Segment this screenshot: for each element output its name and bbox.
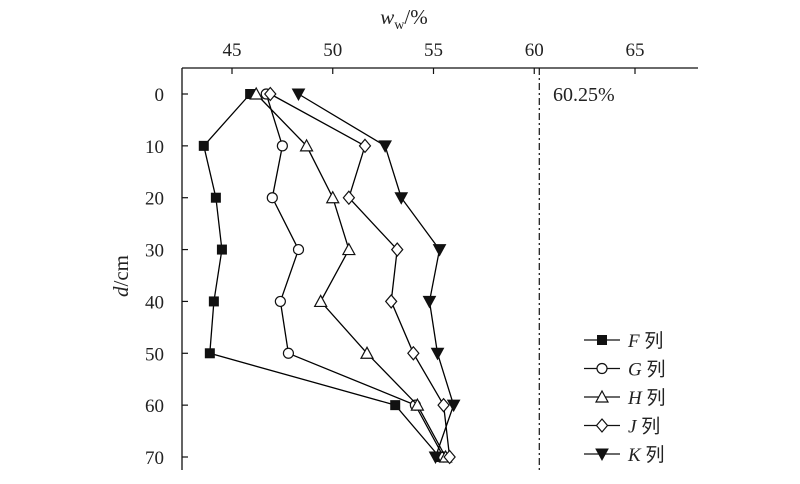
y-tick-label-10: 10 xyxy=(145,137,164,158)
reference-line-group: 60.25% xyxy=(538,68,615,470)
legend-label-G: G 列 xyxy=(628,359,666,381)
legend-label-J: J 列 xyxy=(628,416,660,438)
point-J-30 xyxy=(390,242,404,258)
series-F xyxy=(198,89,445,462)
legend: F 列 G 列 H 列 J 列 K 列 xyxy=(584,330,666,466)
point-J-10 xyxy=(358,138,372,154)
point-K-10 xyxy=(378,140,392,153)
y-tick-label-70: 70 xyxy=(145,448,164,469)
legend-marker-F xyxy=(597,335,607,345)
legend-label-F: F 列 xyxy=(627,330,663,352)
legend-label-K: K 列 xyxy=(627,444,664,466)
point-K-50 xyxy=(430,347,445,361)
point-G-10 xyxy=(276,140,288,152)
y-tick-label-20: 20 xyxy=(145,189,164,210)
point-J-0 xyxy=(263,86,277,102)
series-line-J xyxy=(269,93,451,458)
y-tick-label-50: 50 xyxy=(145,344,164,365)
legend-marker-G xyxy=(596,362,608,375)
series-H xyxy=(249,86,453,463)
y-axis-title: d/cm xyxy=(109,255,133,297)
point-K-30 xyxy=(432,244,447,257)
legend-item-J: J 列 xyxy=(584,416,660,438)
legend-item-G: G 列 xyxy=(584,359,666,381)
ticks: 45 50 55 60 65 0 10 20 30 40 50 60 70 xyxy=(145,40,645,469)
legend-item-H: H 列 xyxy=(584,387,666,409)
axis-titles: ww/% d/cm xyxy=(109,5,428,297)
point-K-20 xyxy=(394,192,409,205)
point-J-50 xyxy=(407,345,420,361)
point-H-20 xyxy=(325,190,340,204)
legend-marker-J xyxy=(595,418,609,433)
point-K-40 xyxy=(422,295,437,309)
series-J xyxy=(263,86,456,465)
point-F-60 xyxy=(390,400,401,411)
point-K-70 xyxy=(428,451,443,465)
y-tick-label-30: 30 xyxy=(145,241,164,262)
series-group xyxy=(198,86,461,465)
legend-item-F: F 列 xyxy=(584,330,663,352)
x-axis-title: ww/% xyxy=(380,5,427,33)
axes xyxy=(181,67,698,470)
y-tick-label-60: 60 xyxy=(145,396,164,417)
series-line-G xyxy=(265,93,445,458)
point-J-60 xyxy=(437,397,450,413)
point-H-50 xyxy=(359,346,375,359)
point-F-50 xyxy=(204,348,215,359)
x-tick-label-65: 65 xyxy=(626,40,645,61)
point-F-10 xyxy=(198,140,209,151)
point-F-40 xyxy=(208,296,219,307)
point-K-60 xyxy=(446,399,461,413)
point-K-0 xyxy=(291,88,306,102)
point-H-10 xyxy=(299,138,314,152)
legend-marker-H xyxy=(594,389,610,403)
reference-line-label: 60.25% xyxy=(553,84,615,106)
point-H-0 xyxy=(249,86,264,100)
x-tick-label-55: 55 xyxy=(424,40,443,61)
point-G-50 xyxy=(282,347,295,359)
legend-label-H: H 列 xyxy=(627,387,666,409)
point-F-30 xyxy=(216,244,227,255)
point-G-40 xyxy=(274,295,286,308)
point-H-60 xyxy=(410,397,425,411)
y-tick-label-40: 40 xyxy=(145,292,164,313)
series-K xyxy=(291,88,461,465)
x-tick-label-60: 60 xyxy=(525,40,544,61)
point-J-40 xyxy=(384,293,398,309)
legend-item-K: K 列 xyxy=(584,444,664,466)
point-G-30 xyxy=(292,243,305,256)
x-tick-label-45: 45 xyxy=(223,40,242,61)
point-J-70 xyxy=(443,449,456,465)
point-H-40 xyxy=(313,294,328,308)
x-tick-label-50: 50 xyxy=(323,40,342,61)
series-line-H xyxy=(255,93,447,458)
legend-marker-K xyxy=(595,448,609,462)
point-G-20 xyxy=(266,192,278,204)
point-H-30 xyxy=(341,242,356,256)
point-F-20 xyxy=(210,192,221,203)
series-line-K xyxy=(298,93,455,458)
y-tick-label-0: 0 xyxy=(155,85,165,106)
series-line-F xyxy=(203,93,440,458)
point-J-20 xyxy=(342,190,356,206)
